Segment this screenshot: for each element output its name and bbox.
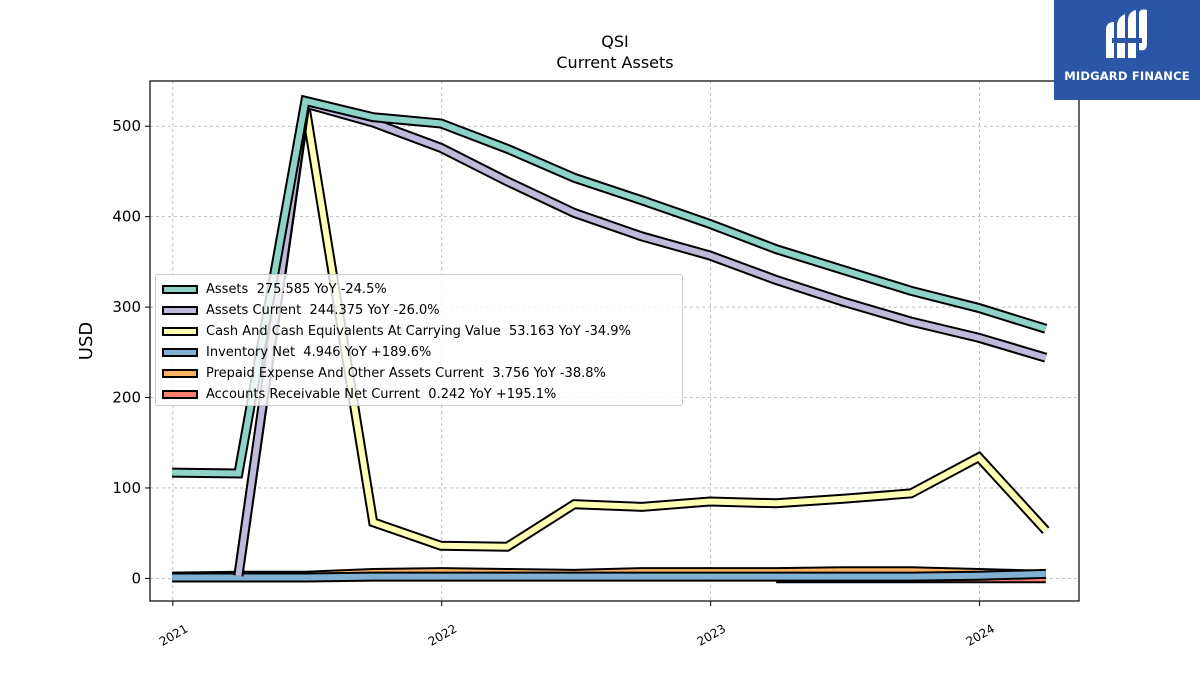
series-line <box>172 570 1046 581</box>
legend-swatch <box>162 369 198 378</box>
x-tick-label: 2023 <box>695 621 728 648</box>
legend-label: Cash And Cash Equivalents At Carrying Va… <box>206 324 631 339</box>
logo-mark-icon <box>1106 9 1147 58</box>
legend-swatch <box>162 348 198 357</box>
x-tick-label: 2022 <box>426 621 459 648</box>
series-cash-and-cash-equivalents-at-carrying-value <box>233 105 1050 577</box>
series-assets-current <box>233 97 1048 577</box>
legend-label: Inventory Net 4.946 YoY +189.6% <box>206 345 432 360</box>
brand-logo: MIDGARD FINANCE <box>1054 0 1200 100</box>
y-tick-label: 100 <box>112 479 141 497</box>
series-line <box>172 97 1047 477</box>
legend-label: Accounts Receivable Net Current 0.242 Yo… <box>206 387 557 402</box>
legend-swatch <box>162 285 198 294</box>
legend: Assets 275.585 YoY -24.5% Assets Current… <box>155 274 683 406</box>
plot-frame <box>149 80 1080 602</box>
y-tick-label: 0 <box>131 569 141 587</box>
legend-label: Assets 275.585 YoY -24.5% <box>206 282 387 297</box>
series-line <box>235 105 1049 577</box>
y-axis-label: USD <box>76 322 97 360</box>
chart-title: QSI <box>601 32 628 51</box>
series-group <box>172 94 1050 584</box>
series-line <box>235 99 1047 577</box>
chart-subtitle: Current Assets <box>556 53 673 72</box>
legend-item: Cash And Cash Equivalents At Carrying Va… <box>160 321 682 342</box>
y-tick-label: 500 <box>112 117 141 135</box>
y-tick-label: 300 <box>112 298 141 316</box>
legend-item: Accounts Receivable Net Current 0.242 Yo… <box>160 384 682 405</box>
legend-item: Assets 275.585 YoY -24.5% <box>160 279 682 300</box>
series-inventory-net <box>172 568 1046 583</box>
x-tick-label: 2024 <box>964 621 997 648</box>
legend-item: Prepaid Expense And Other Assets Current… <box>160 363 682 384</box>
y-tick-label: 200 <box>112 389 141 407</box>
legend-label: Assets Current 244.375 YoY -26.0% <box>206 303 440 318</box>
series-assets <box>172 94 1048 479</box>
legend-item: Assets Current 244.375 YoY -26.0% <box>160 300 682 321</box>
legend-label: Prepaid Expense And Other Assets Current… <box>206 366 606 381</box>
logo-text: MIDGARD FINANCE <box>1064 69 1190 83</box>
legend-swatch <box>162 390 198 399</box>
legend-swatch <box>162 327 198 336</box>
legend-swatch <box>162 306 198 315</box>
y-tick-label: 400 <box>112 208 141 226</box>
legend-item: Inventory Net 4.946 YoY +189.6% <box>160 342 682 363</box>
x-tick-label: 2021 <box>157 621 190 648</box>
